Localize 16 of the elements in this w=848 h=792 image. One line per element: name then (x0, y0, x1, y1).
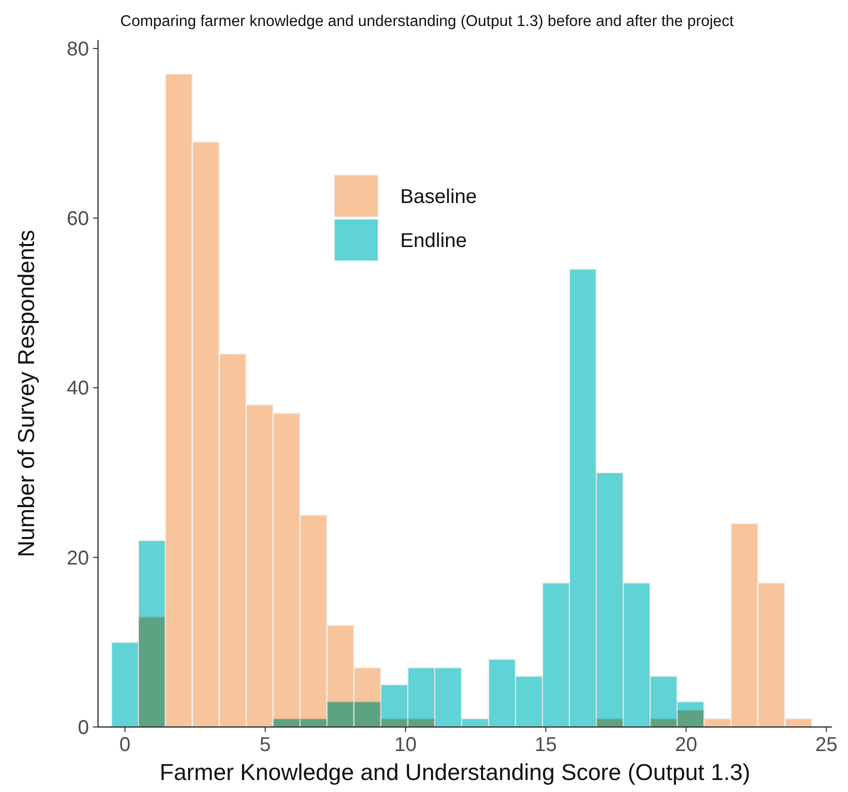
y-tick-label: 80 (66, 38, 89, 60)
y-tick-label: 0 (78, 717, 89, 739)
x-tick-label: 10 (394, 734, 417, 756)
y-tick-label: 60 (66, 208, 89, 230)
chart-title: Comparing farmer knowledge and understanding (Output 1.3) before and after the project (120, 13, 734, 30)
x-tick-label: 25 (815, 734, 838, 756)
x-tick-label: 20 (674, 734, 698, 756)
legend-label: Endline (400, 230, 467, 252)
x-tick-label: 0 (119, 734, 130, 756)
x-axis-title: Farmer Knowledge and Understanding Score (Output 1.3) (160, 759, 750, 785)
x-tick-label: 5 (260, 734, 271, 756)
y-tick-label: 40 (66, 378, 89, 400)
legend-label: Baseline (400, 186, 477, 208)
y-axis-title: Number of Survey Respondents (13, 230, 39, 558)
x-tick-label: 15 (534, 734, 557, 756)
y-tick-label: 20 (66, 547, 89, 570)
